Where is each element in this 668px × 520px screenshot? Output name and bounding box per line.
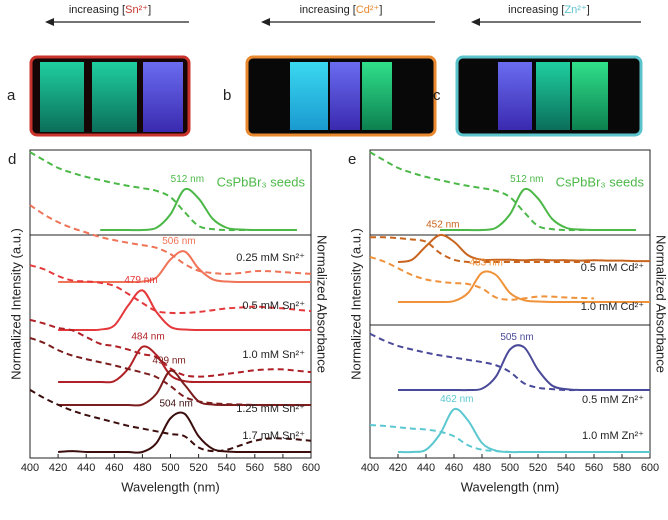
x-tick-label: 480 bbox=[473, 462, 491, 474]
absorbance-line bbox=[369, 332, 581, 392]
arrow-head bbox=[261, 18, 270, 26]
pl-line bbox=[398, 344, 650, 392]
panel-label: b bbox=[223, 87, 231, 104]
series-label: 1.0 mM Cd²⁺ bbox=[581, 301, 644, 313]
y2-axis-label: Normalized Absorbance bbox=[315, 235, 330, 373]
x-tick-label: 540 bbox=[557, 462, 575, 474]
title-suffix: ] bbox=[148, 4, 151, 16]
panel-label: a bbox=[7, 87, 16, 104]
series-label: CsPbBr₃ seeds bbox=[556, 174, 645, 189]
pl-line bbox=[58, 289, 311, 332]
y-axis-label: Normalized Intensity (a.u.) bbox=[348, 228, 363, 380]
x-tick-label: 580 bbox=[274, 462, 292, 474]
absorbance-line bbox=[29, 151, 297, 232]
peak-label: 479 nm bbox=[124, 275, 157, 286]
peak-label: 499 nm bbox=[152, 355, 185, 366]
peak-label: 484 nm bbox=[131, 332, 164, 343]
pl-line bbox=[439, 187, 636, 232]
title-prefix: increasing [ bbox=[69, 4, 125, 16]
absorbance-line bbox=[369, 424, 580, 454]
series-label: 1.0 mM Sn²⁺ bbox=[242, 349, 305, 361]
pl-line bbox=[100, 187, 297, 232]
series-label: 0.5 mM Sn²⁺ bbox=[242, 300, 305, 312]
peak-label: 462 nm bbox=[440, 394, 473, 405]
absorbance-line bbox=[369, 236, 594, 264]
peak-label: 504 nm bbox=[159, 398, 192, 409]
absorbance-line bbox=[369, 151, 636, 232]
x-tick-label: 400 bbox=[361, 462, 379, 474]
absorbance-line bbox=[29, 204, 312, 275]
peak-label: 512 nm bbox=[171, 174, 204, 185]
series-label: 0.25 mM Sn²⁺ bbox=[236, 252, 305, 264]
series-label: 0.5 mM Zn²⁺ bbox=[582, 394, 644, 406]
pl-line bbox=[397, 407, 650, 454]
photo-a bbox=[29, 55, 191, 137]
x-tick-label: 580 bbox=[613, 462, 631, 474]
x-tick-label: 420 bbox=[389, 462, 407, 474]
x-tick-label: 440 bbox=[417, 462, 435, 474]
series-label: 1.7 mM Sn²⁺ bbox=[242, 430, 305, 442]
x-tick-label: 480 bbox=[133, 462, 151, 474]
x-tick-label: 560 bbox=[585, 462, 603, 474]
y-axis-label: Normalized Intensity (a.u.) bbox=[8, 228, 23, 380]
title-prefix: increasing [ bbox=[508, 4, 564, 16]
title-ion: Zn²⁺ bbox=[564, 4, 587, 16]
absorbance-line bbox=[29, 264, 312, 315]
x-tick-label: 500 bbox=[161, 462, 179, 474]
x-tick-label: 560 bbox=[246, 462, 264, 474]
x-tick-label: 600 bbox=[641, 462, 659, 474]
x-tick-label: 400 bbox=[21, 462, 39, 474]
absorbance-line bbox=[29, 337, 255, 406]
absorbance-line bbox=[369, 256, 595, 301]
peak-label: 512 nm bbox=[510, 174, 543, 185]
photo-title: increasing [Zn²⁺] bbox=[508, 4, 590, 16]
arrow-head bbox=[471, 18, 480, 26]
title-ion: Cd²⁺ bbox=[356, 4, 380, 16]
photo-title: increasing [Sn²⁺] bbox=[69, 4, 151, 16]
arrow-head bbox=[45, 18, 54, 26]
y2-axis-label: Normalized Absorbance bbox=[654, 235, 668, 373]
photo-title: increasing [Cd²⁺] bbox=[300, 4, 383, 16]
photo-c bbox=[455, 55, 643, 137]
panel-label: d bbox=[8, 151, 16, 168]
title-prefix: increasing [ bbox=[300, 4, 356, 16]
x-tick-label: 440 bbox=[77, 462, 95, 474]
x-axis-label: Wavelength (nm) bbox=[461, 479, 560, 494]
series-label: 0.5 mM Cd²⁺ bbox=[581, 262, 644, 274]
title-suffix: ] bbox=[587, 4, 590, 16]
peak-label: 483 nm bbox=[470, 257, 503, 268]
pl-line bbox=[397, 233, 651, 263]
pl-line bbox=[58, 345, 311, 384]
title-suffix: ] bbox=[379, 4, 382, 16]
x-tick-label: 520 bbox=[529, 462, 547, 474]
peak-label: 505 nm bbox=[500, 332, 533, 343]
x-tick-label: 540 bbox=[218, 462, 236, 474]
title-ion: Sn²⁺ bbox=[125, 4, 148, 16]
peak-label: 506 nm bbox=[162, 236, 195, 247]
panel-label: c bbox=[433, 87, 441, 104]
peak-label: 452 nm bbox=[426, 220, 459, 231]
absorbance-line bbox=[29, 389, 312, 453]
x-tick-label: 460 bbox=[445, 462, 463, 474]
x-tick-label: 600 bbox=[302, 462, 320, 474]
series-label: 1.25 mM Sn²⁺ bbox=[236, 403, 305, 415]
panel-label: e bbox=[348, 151, 356, 168]
pl-line bbox=[58, 369, 311, 407]
x-tick-label: 520 bbox=[189, 462, 207, 474]
series-label: CsPbBr₃ seeds bbox=[217, 174, 306, 189]
x-tick-label: 460 bbox=[105, 462, 123, 474]
absorbance-line bbox=[29, 318, 312, 378]
pl-line bbox=[398, 270, 650, 304]
x-tick-label: 420 bbox=[49, 462, 67, 474]
pl-line bbox=[58, 411, 311, 454]
photo-b bbox=[245, 55, 437, 137]
series-label: 1.0 mM Zn²⁺ bbox=[582, 430, 644, 442]
x-axis-label: Wavelength (nm) bbox=[121, 479, 220, 494]
x-tick-label: 500 bbox=[501, 462, 519, 474]
